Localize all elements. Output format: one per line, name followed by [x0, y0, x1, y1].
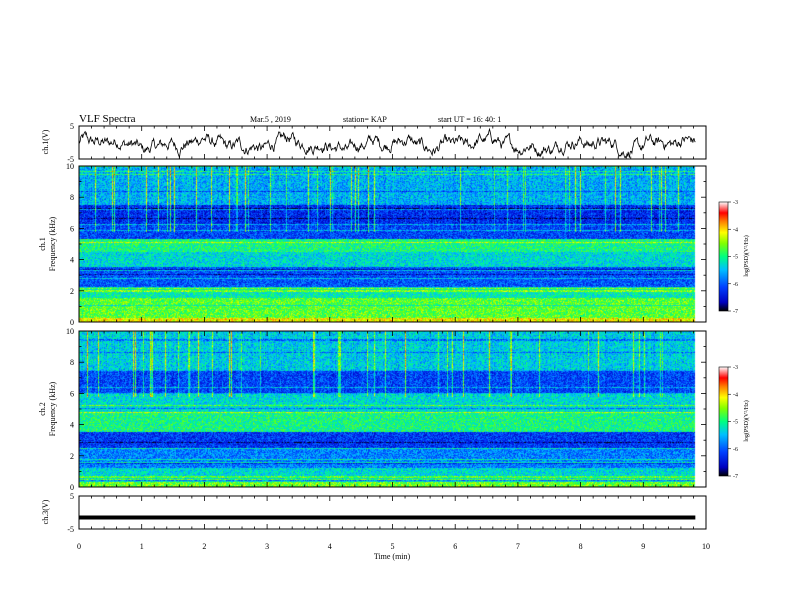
y-tick-label: 0 — [70, 318, 74, 327]
y-tick-label: 6 — [70, 224, 74, 233]
y-tick-label: 10 — [66, 162, 74, 171]
x-tick-label: 6 — [453, 542, 457, 551]
x-tick-label: 5 — [391, 542, 395, 551]
y-tick-label: -5 — [67, 155, 74, 164]
x-tick-label: 1 — [140, 542, 144, 551]
x-tick-label: 0 — [77, 542, 81, 551]
ch2-colorbar-label: log(PSD)(V²/Hz) — [743, 400, 750, 441]
colorbar-tick-label: -6 — [733, 447, 738, 453]
ch2-spec-ylabel-frequency: Frequency (kHz) — [48, 381, 57, 436]
y-tick-label: 2 — [70, 287, 74, 296]
colorbar-tick-label: -7 — [733, 474, 738, 480]
y-tick-label: 5 — [70, 492, 74, 501]
y-tick-label: 8 — [70, 193, 74, 202]
ch1-waveform-line — [78, 127, 696, 159]
x-tick-label: 4 — [328, 542, 332, 551]
y-tick-label: 4 — [70, 421, 74, 430]
station-label: station= KAP — [343, 115, 387, 124]
colorbar-tick-label: -4 — [733, 227, 738, 233]
x-tick-label: 3 — [265, 542, 269, 551]
colorbar-tick-label: -7 — [733, 309, 738, 315]
x-tick-label: 10 — [702, 542, 710, 551]
ch1-voltage-ylabel: ch.1(V) — [41, 129, 50, 154]
colorbar-tick-label: -4 — [733, 392, 738, 398]
y-tick-label: 10 — [66, 327, 74, 336]
ch1-colorbar-label: log(PSD)(V²/Hz) — [743, 235, 750, 276]
x-tick-label: 8 — [579, 542, 583, 551]
colorbar-tick-label: -6 — [733, 282, 738, 288]
colorbar-tick-label: -3 — [733, 365, 738, 371]
ch2-spec-ylabel-channel: ch.2 — [38, 402, 47, 416]
ch2-spectrogram-image — [79, 331, 706, 487]
axis-ticks — [78, 125, 707, 530]
colorbar-tick-label: -5 — [733, 255, 738, 261]
y-tick-label: 6 — [70, 389, 74, 398]
colorbar-tick-label: -5 — [733, 420, 738, 426]
ch1-colorbar — [718, 201, 729, 312]
figure-title: VLF Spectra — [79, 113, 136, 125]
x-tick-label: 2 — [202, 542, 206, 551]
y-tick-label: 2 — [70, 452, 74, 461]
y-tick-label: -5 — [67, 525, 74, 534]
ch1-spec-ylabel-frequency: Frequency (kHz) — [48, 216, 57, 271]
x-tick-label: 7 — [516, 542, 520, 551]
date-label: Mar.5 , 2019 — [250, 115, 291, 124]
ch1-spectrogram-image — [79, 166, 706, 322]
y-tick-label: 4 — [70, 256, 74, 265]
x-axis-label: Time (min) — [374, 552, 411, 561]
ch2-colorbar — [718, 366, 729, 477]
colorbar-ticks: -3 -4 -5 -6 -7 -3 -4 -5 -6 -7 — [728, 200, 738, 480]
x-tick-label: 9 — [641, 542, 645, 551]
ch1-spec-ylabel-channel: ch.1 — [38, 237, 47, 251]
y-tick-label: 5 — [70, 122, 74, 131]
y-tick-label: 8 — [70, 358, 74, 367]
y-tick-label: 0 — [70, 483, 74, 492]
ch3-voltage-ylabel: ch.3(V) — [41, 499, 50, 524]
colorbar-tick-label: -3 — [733, 200, 738, 206]
start-time-label: start UT = 16: 40: 1 — [438, 115, 501, 124]
